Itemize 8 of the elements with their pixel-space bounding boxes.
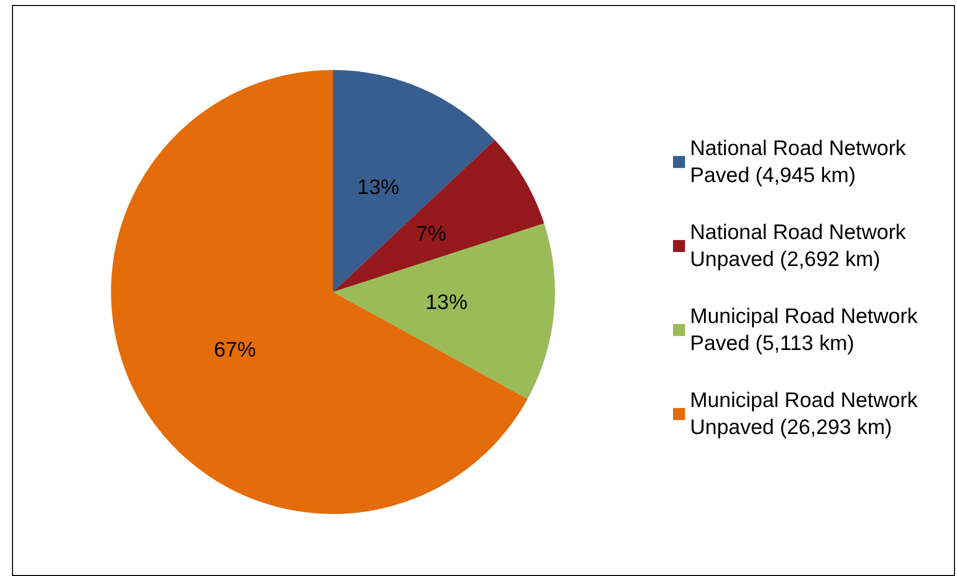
legend-label: National Road Network Unpaved (2,692 km) — [690, 221, 912, 271]
data-label: 7% — [416, 222, 446, 246]
data-label: 13% — [357, 176, 400, 199]
legend-label: National Road Network Paved (4,945 km) — [690, 137, 912, 187]
data-label: 13% — [425, 291, 468, 314]
legend-label: Municipal Road Network Paved (5,113 km) — [690, 305, 924, 355]
legend-label: Municipal Road Network Unpaved (26,293 km) — [690, 389, 924, 439]
data-label: 67% — [214, 338, 256, 362]
